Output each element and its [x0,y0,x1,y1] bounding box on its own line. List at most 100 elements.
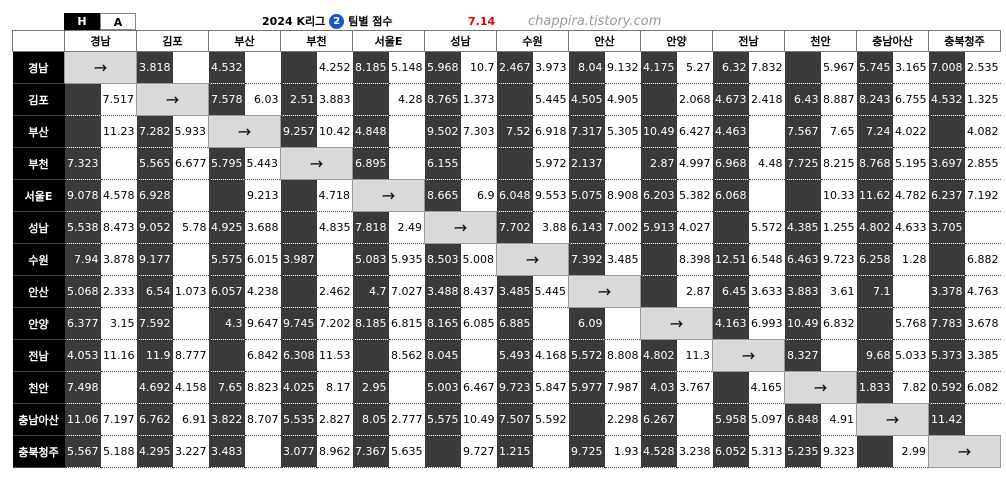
home-score: 6.308 [280,339,317,372]
away-score: 4.718 [316,179,353,212]
away-score: 5.148 [388,51,425,84]
away-score: 7.517 [100,83,137,116]
home-score: 7.317 [568,115,605,148]
home-score: 6.068 [712,179,749,212]
column-header: 경남 [64,30,137,52]
home-score: 7.818 [352,211,389,244]
away-score: 3.883 [316,83,353,116]
away-score: 3.878 [100,243,137,276]
team-row: 부천 7.323 5.565 6.677 5.795 5.443 → 6.895 6.155 5.… [12,147,1001,180]
home-score: 7.392 [568,243,605,276]
row-header: 안산 [12,275,65,308]
away-score: 9.723 [820,243,857,276]
away-score: 6.548 [748,243,785,276]
home-score: 7.578 [208,83,245,116]
away-score: 2.87 [676,275,713,308]
away-score [964,403,1001,436]
away-score: 1.325 [964,83,1001,116]
home-score: 1.833 [856,371,893,404]
away-score [100,147,137,180]
home-score: 5.565 [136,147,173,180]
home-score: 7.498 [64,371,101,404]
home-score [928,115,965,148]
column-header: 수원 [496,30,569,52]
away-score: 11.23 [100,115,137,148]
away-score: 2.827 [316,403,353,436]
home-score: 4.692 [136,371,173,404]
away-score: 5.635 [388,435,425,468]
home-score: 7.94 [64,243,101,276]
home-score [496,83,533,116]
away-score: 4.48 [748,147,785,180]
team-row: 전남 4.053 11.16 11.9 8.777 6.842 6.308 11.53 8.56… [12,339,1001,372]
home-score [280,275,317,308]
away-score: 7.027 [388,275,425,308]
home-score: 2.95 [352,371,389,404]
team-row: 경남 → 3.818 4.532 4.252 8.185 5.148 5.968 10.7 2.4… [12,51,1001,84]
home-score: 3.485 [496,275,533,308]
away-score: 4.578 [100,179,137,212]
away-score: 5.033 [892,339,929,372]
away-score: 7.987 [604,371,641,404]
away-score [820,339,857,372]
home-score: 4.3 [208,307,245,340]
home-score: 4.03 [640,371,677,404]
diagonal-cell: → [928,435,1001,468]
away-score: 5.382 [676,179,713,212]
team-row: 충남아산 11.06 7.197 6.762 6.91 3.822 8.707 5.535 2.… [12,403,1001,436]
away-score: 11.16 [100,339,137,372]
away-score: 8.215 [820,147,857,180]
team-row: 성남 5.538 8.473 9.052 5.78 4.925 3.688 4.835 7.81… [12,211,1001,244]
home-score [280,179,317,212]
home-score: 5.958 [712,403,749,436]
home-score: 4.532 [928,83,965,116]
away-score: 7.303 [460,115,497,148]
home-score: 8.243 [856,83,893,116]
away-score: 5.592 [532,403,569,436]
away-score: 5.097 [748,403,785,436]
away-score [604,307,641,340]
column-header: 안산 [568,30,641,52]
away-score: 4.91 [820,403,857,436]
away-score: 8.17 [316,371,353,404]
home-score: 11.06 [64,403,101,436]
home-score: 6.057 [208,275,245,308]
home-score: 4.848 [352,115,389,148]
row-header: 천안 [12,371,65,404]
column-header: 부천 [280,30,353,52]
home-score: 9.68 [856,339,893,372]
home-score: 8.503 [424,243,461,276]
home-score: 5.493 [496,339,533,372]
away-score: 2.462 [316,275,353,308]
home-score: 7.65 [208,371,245,404]
home-score: 9.177 [136,243,173,276]
home-score: 6.203 [640,179,677,212]
home-score: 7.725 [784,147,821,180]
away-score: 2.418 [748,83,785,116]
away-score: 5.572 [748,211,785,244]
home-score: 6.762 [136,403,173,436]
home-score: 4.175 [640,51,677,84]
diagonal-cell: → [640,307,713,340]
away-score [748,179,785,212]
away-score [172,307,209,340]
home-score: 7.323 [64,147,101,180]
away-score: 7.002 [604,211,641,244]
away-score: 3.485 [604,243,641,276]
away-score: 4.082 [964,115,1001,148]
title: 2024 K리그 [262,15,326,28]
row-header: 안양 [12,307,65,340]
home-score: 7.507 [496,403,533,436]
home-score [352,339,389,372]
away-score: 9.323 [820,435,857,468]
home-score: 8.05 [352,403,389,436]
away-score: 4.027 [676,211,713,244]
away-score: 1.373 [460,83,497,116]
home-score: 3.818 [136,51,173,84]
row-header: 성남 [12,211,65,244]
away-score: 8.437 [460,275,497,308]
home-score: 7.1 [856,275,893,308]
corner [12,30,65,52]
a-label: A [100,13,136,30]
away-score [676,403,713,436]
